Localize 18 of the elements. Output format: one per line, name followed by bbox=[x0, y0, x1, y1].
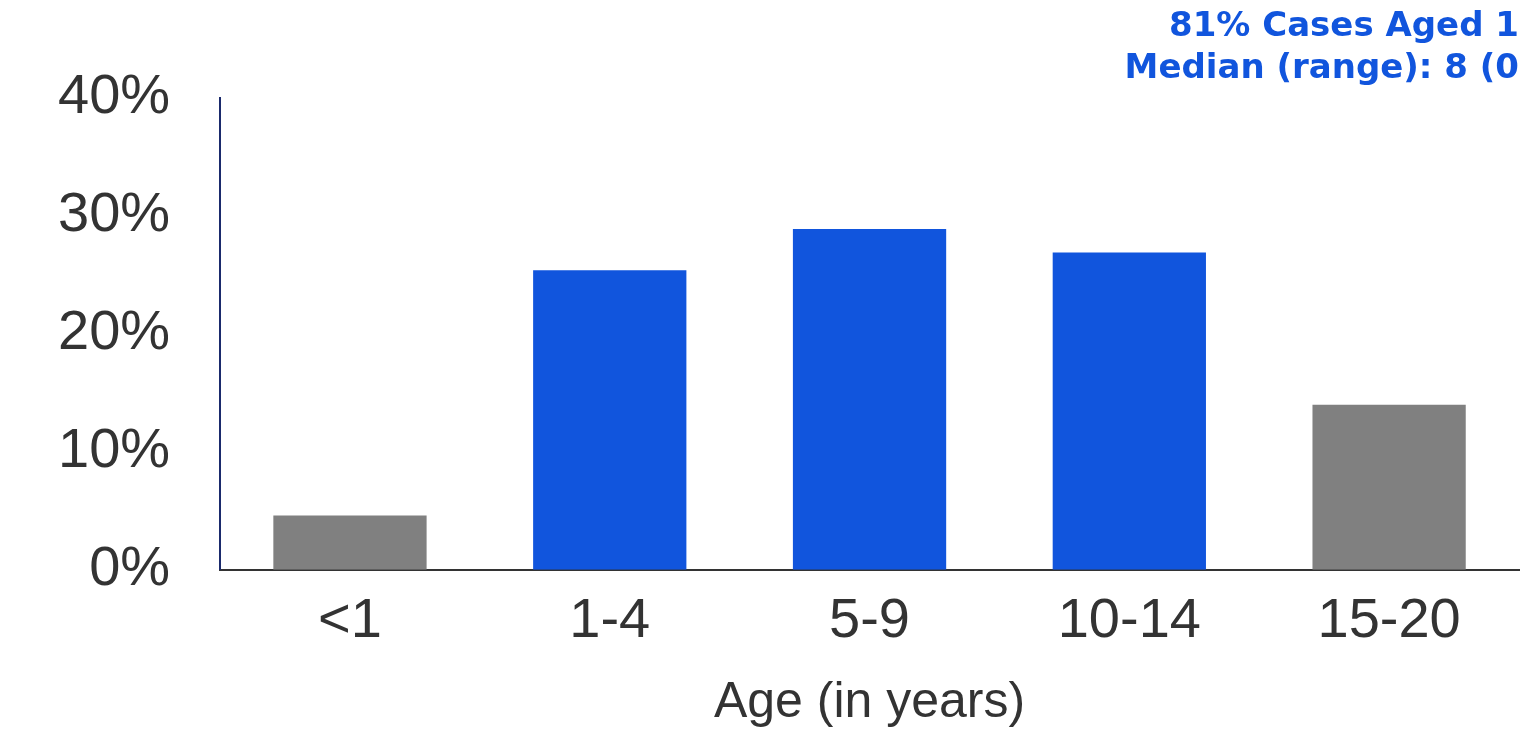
y-tick-label: 20% bbox=[57, 298, 171, 362]
x-tick-label: 1-4 bbox=[569, 585, 651, 649]
y-tick-label: 10% bbox=[57, 416, 171, 480]
x-tick-label: 5-9 bbox=[829, 585, 911, 649]
bar bbox=[1052, 252, 1206, 570]
x-tick-label: 15-20 bbox=[1317, 585, 1461, 649]
y-tick-label: 0% bbox=[89, 534, 171, 598]
x-tick-label: <1 bbox=[318, 585, 382, 649]
y-tick-label: 40% bbox=[57, 62, 171, 126]
x-axis-title: Age (in years) bbox=[713, 671, 1026, 728]
text: Median (range): 8 (0 bbox=[1124, 45, 1519, 86]
y-tick-label: 30% bbox=[57, 180, 171, 244]
bar bbox=[533, 270, 687, 570]
bar bbox=[792, 228, 947, 570]
x-tick-label: 10-14 bbox=[1057, 585, 1201, 649]
bar bbox=[1312, 404, 1466, 570]
bar bbox=[273, 515, 427, 570]
text: 81% Cases Aged 1 bbox=[1168, 3, 1519, 44]
